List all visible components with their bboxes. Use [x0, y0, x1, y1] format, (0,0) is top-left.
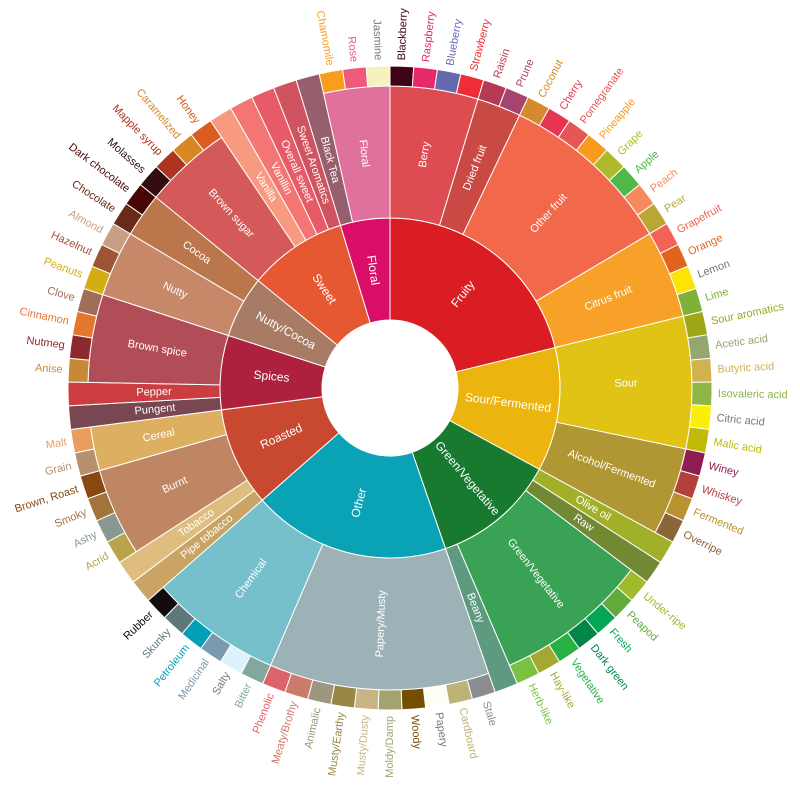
- leaf-arc: [353, 687, 380, 711]
- leaf-arc: [70, 426, 95, 454]
- leaf-label: Rubber: [121, 609, 156, 643]
- leaf-label: Peanuts: [42, 256, 84, 281]
- leaf-label: Grape: [615, 128, 645, 158]
- leaf-label: Fresh: [607, 626, 635, 655]
- leaf-label: Winey: [707, 460, 740, 479]
- leaf-label: Hazelnut: [49, 229, 94, 258]
- leaf-label: Phenolic: [251, 691, 278, 735]
- segment-label: Floral: [364, 254, 382, 286]
- leaf-arc: [330, 684, 358, 709]
- leaf-label: Lime: [704, 286, 730, 304]
- leaf-label: Orange: [686, 232, 724, 258]
- leaf-label: Blackberry: [396, 8, 410, 61]
- leaf-label: Whiskey: [700, 484, 744, 508]
- leaf-arc: [67, 357, 90, 383]
- leaf-arc: [687, 334, 712, 361]
- leaf-label: Rose: [345, 36, 360, 63]
- leaf-label: Pear: [662, 192, 688, 215]
- leaf-label: Woody: [408, 715, 423, 750]
- leaf-label: Fermented: [691, 506, 745, 537]
- leaf-label: Meaty/Brothy: [270, 700, 301, 766]
- leaf-arc: [444, 679, 473, 706]
- leaf-label: Papery: [432, 712, 449, 749]
- leaf-label: Prune: [514, 57, 537, 89]
- leaf-label: Lemon: [696, 258, 732, 281]
- leaf-label: Animalic: [303, 706, 324, 750]
- leaf-label: Cardboard: [456, 707, 479, 760]
- leaf-label: Brown, Roast: [13, 484, 80, 516]
- leaf-label: Overripe: [681, 529, 724, 559]
- leaf-arc: [422, 684, 450, 709]
- leaf-label: Grain: [44, 460, 73, 478]
- leaf-label: Chamomile: [314, 10, 336, 67]
- leaf-arc: [691, 381, 713, 407]
- leaf-label: Salty: [210, 670, 233, 698]
- leaf-label: Skunky: [140, 626, 174, 661]
- leaf-label: Jasmine: [370, 19, 384, 60]
- leaf-label: Raspberry: [420, 10, 438, 62]
- leaf-arc: [688, 404, 713, 431]
- leaf-label: Cherry: [557, 77, 585, 112]
- leaf-arc: [389, 65, 415, 88]
- leaf-label: Malic acid: [712, 436, 762, 456]
- leaf-label: Acetic acid: [714, 333, 768, 352]
- leaf-label: Honey: [174, 93, 203, 126]
- leaf-label: Hay-like: [547, 670, 577, 710]
- leaf-label: Musty/Earthy: [326, 711, 347, 777]
- leaf-label: Nutmeg: [26, 335, 66, 352]
- leaf-label: Citric acid: [716, 412, 765, 428]
- leaf-label: Peach: [648, 167, 680, 195]
- segment-label: Spices: [253, 368, 290, 385]
- leaf-label: Blueberry: [444, 18, 465, 67]
- leaf-label: Bitter: [233, 681, 255, 710]
- leaf-label: Herb-like: [525, 682, 555, 727]
- leaf-label: Butyric acid: [717, 361, 774, 376]
- leaf-arc: [342, 66, 369, 90]
- leaf-arc: [690, 357, 713, 383]
- leaf-label: Anise: [35, 362, 63, 376]
- leaf-label: Isovaleric acid: [718, 388, 788, 401]
- leaf-label: Coconut: [536, 58, 566, 100]
- leaf-label: Cinnamon: [18, 306, 70, 328]
- leaf-label: Smoky: [53, 506, 89, 530]
- leaf-label: Malt: [45, 436, 67, 451]
- leaf-arc: [685, 426, 710, 454]
- segment-label: Papery/Musty: [374, 590, 388, 658]
- leaf-label: Sour aromatics: [710, 301, 785, 328]
- leaf-arc: [377, 689, 403, 711]
- leaf-label: Raisin: [491, 47, 512, 80]
- leaf-arc: [682, 310, 709, 339]
- leaf-label: Apple: [632, 148, 661, 176]
- segment-label: Floral: [356, 139, 371, 168]
- leaf-arc: [68, 334, 93, 361]
- leaf-label: Musty/Dusty: [355, 714, 371, 776]
- leaf-label: Almond: [66, 208, 104, 236]
- segment-label: Sour: [614, 377, 638, 389]
- leaf-label: Stale: [480, 700, 499, 727]
- segment-label: Berry: [417, 140, 433, 168]
- leaf-label: Clove: [46, 285, 76, 304]
- leaf-label: Peapod: [624, 609, 660, 644]
- segment-label: Pungent: [134, 402, 176, 418]
- leaf-arc: [318, 68, 347, 94]
- leaf-label: Grapefruit: [675, 202, 724, 236]
- leaf-label: Moldy/Damp: [384, 716, 396, 778]
- leaf-label: Ashy: [72, 529, 100, 551]
- leaf-label: Strawberry: [468, 17, 493, 72]
- leaf-label: Acrid: [83, 550, 111, 573]
- leaf-label: Medicinal: [176, 657, 212, 702]
- segment-label: Pepper: [136, 386, 172, 399]
- leaf-arc: [400, 687, 427, 711]
- leaf-arc: [365, 65, 391, 88]
- leaf-arc: [411, 66, 438, 90]
